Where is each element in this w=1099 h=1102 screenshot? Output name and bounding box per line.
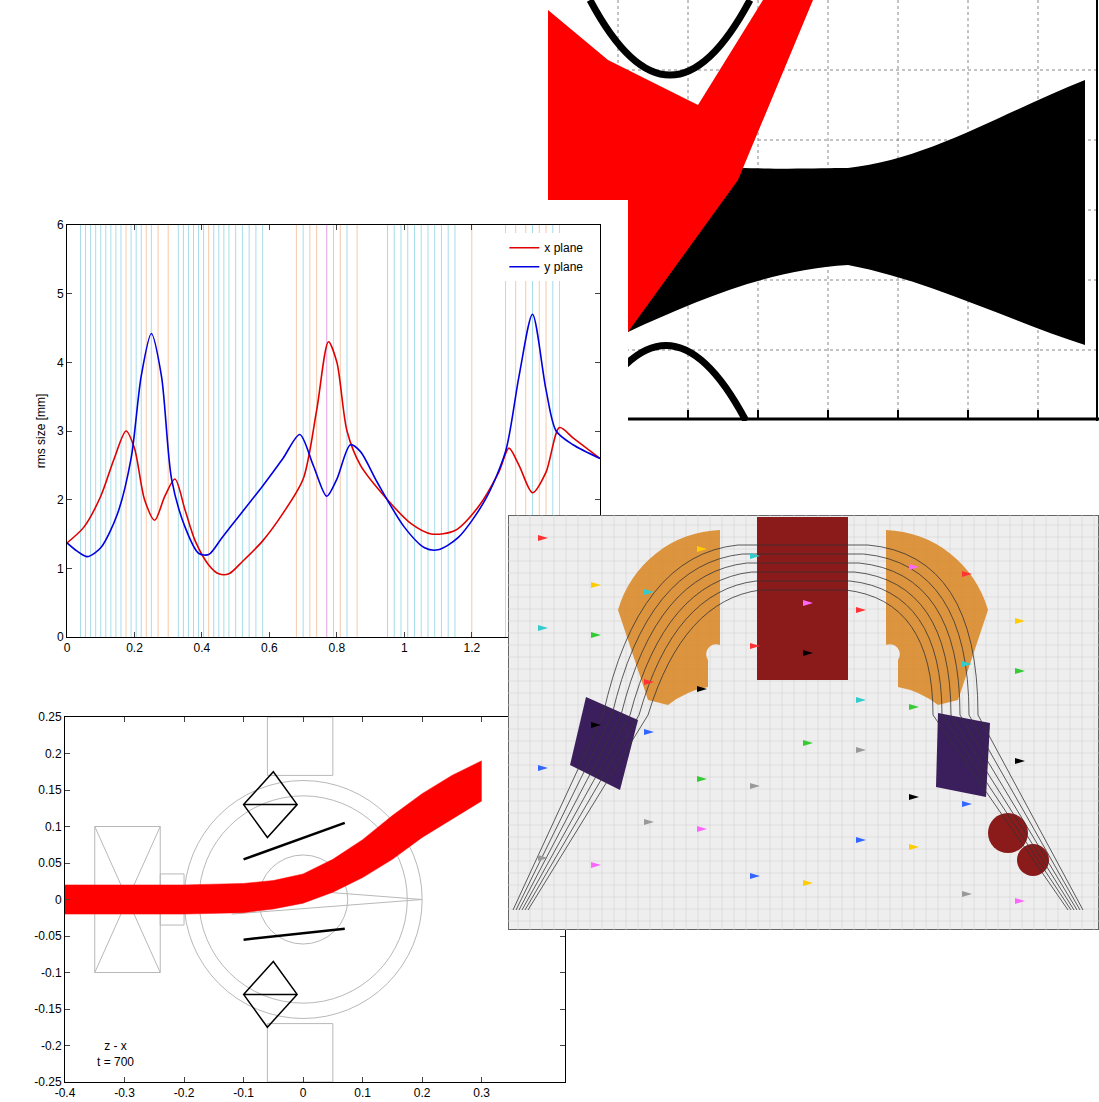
svg-text:1: 1 xyxy=(401,641,408,655)
svg-text:z - xt = 700: z - xt = 700 xyxy=(97,1039,134,1069)
svg-text:0.3: 0.3 xyxy=(473,1086,490,1100)
svg-text:-0.3: -0.3 xyxy=(114,1086,135,1100)
svg-text:0.15: 0.15 xyxy=(38,783,62,797)
svg-text:0.05: 0.05 xyxy=(38,856,62,870)
svg-text:rms size [mm]: rms size [mm] xyxy=(34,394,48,469)
svg-text:0.2: 0.2 xyxy=(45,747,62,761)
svg-text:-0.25: -0.25 xyxy=(34,1075,62,1089)
svg-text:0: 0 xyxy=(300,1086,307,1100)
svg-text:0.2: 0.2 xyxy=(126,641,143,655)
svg-text:-0.1: -0.1 xyxy=(41,966,62,980)
svg-text:0.8: 0.8 xyxy=(329,641,346,655)
svg-text:1.2: 1.2 xyxy=(463,641,480,655)
svg-text:0: 0 xyxy=(64,641,71,655)
svg-text:4: 4 xyxy=(57,356,64,370)
svg-text:0.1: 0.1 xyxy=(354,1086,371,1100)
svg-text:0.4: 0.4 xyxy=(194,641,211,655)
svg-text:-0.1: -0.1 xyxy=(233,1086,254,1100)
svg-text:-0.15: -0.15 xyxy=(34,1002,62,1016)
svg-text:0: 0 xyxy=(57,630,64,644)
svg-text:1: 1 xyxy=(57,562,64,576)
svg-text:0.1: 0.1 xyxy=(45,820,62,834)
svg-text:-0.2: -0.2 xyxy=(174,1086,195,1100)
svg-text:5: 5 xyxy=(57,287,64,301)
svg-text:-0.05: -0.05 xyxy=(34,929,62,943)
svg-text:-0.2: -0.2 xyxy=(41,1039,62,1053)
svg-text:-0.4: -0.4 xyxy=(55,1086,76,1100)
svg-text:x plane: x plane xyxy=(544,241,583,255)
svg-text:y plane: y plane xyxy=(544,260,583,274)
svg-text:3: 3 xyxy=(57,424,64,438)
svg-text:0.2: 0.2 xyxy=(414,1086,431,1100)
svg-text:0.25: 0.25 xyxy=(38,710,62,724)
svg-text:0.6: 0.6 xyxy=(261,641,278,655)
svg-text:0: 0 xyxy=(55,893,62,907)
svg-text:6: 6 xyxy=(57,218,64,232)
svg-text:2: 2 xyxy=(57,493,64,507)
